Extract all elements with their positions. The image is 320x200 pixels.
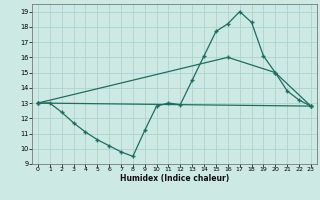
- X-axis label: Humidex (Indice chaleur): Humidex (Indice chaleur): [120, 174, 229, 183]
